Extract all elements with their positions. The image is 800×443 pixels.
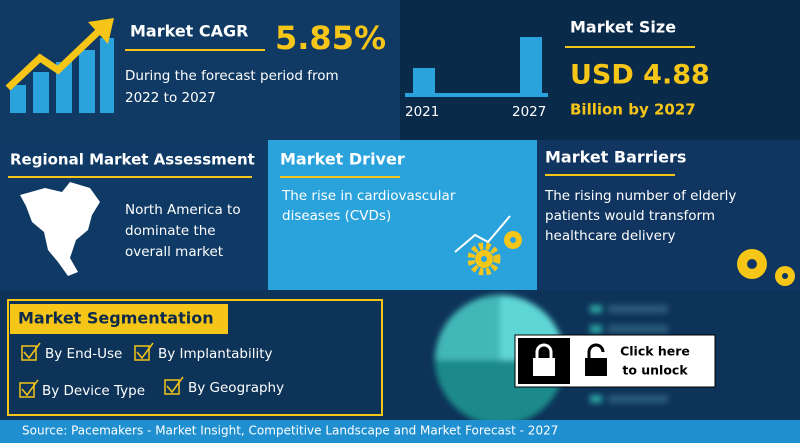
size-panel <box>400 0 800 140</box>
segment-item: By Device Type <box>42 383 145 399</box>
checkboxes <box>19 342 184 398</box>
cagr-value: 5.85% <box>275 19 386 57</box>
regional-title: Regional Market Assessment <box>10 151 255 169</box>
segment-item: By Geography <box>188 380 284 396</box>
year-label: 2027 <box>512 104 546 120</box>
segmentation-box <box>7 299 383 416</box>
barriers-text: patients would transform <box>545 208 715 224</box>
lock-icon <box>535 343 553 358</box>
source: Source: Pacemakers - Market Insight, Com… <box>22 424 558 438</box>
barriers-text: healthcare delivery <box>545 228 676 244</box>
cagr-text: During the forecast period from <box>125 68 339 84</box>
regional-text: North America to <box>125 202 241 218</box>
regional-text: dominate the <box>125 223 216 239</box>
cagr-text: 2022 to 2027 <box>125 90 216 106</box>
bar-icon <box>520 37 542 95</box>
size-title: Market Size <box>570 18 676 37</box>
segment-item: By Implantability <box>158 346 273 362</box>
barriers-text: The rising number of elderly <box>544 188 736 204</box>
driver-title: Market Driver <box>280 150 405 169</box>
unlock-text[interactable]: Click here <box>620 344 690 359</box>
segment-item: By End-Use <box>45 346 122 362</box>
unlock-icon <box>587 343 605 358</box>
size-value: USD 4.88 <box>570 60 710 91</box>
growth-icon <box>5 18 114 113</box>
driver-text: The rise in cardiovascular <box>281 188 456 204</box>
driver-text: diseases (CVDs) <box>282 208 391 224</box>
segmentation-header <box>10 304 228 334</box>
size-unit: Billion by 2027 <box>570 101 696 119</box>
regional-text: overall market <box>125 244 223 260</box>
source-bar <box>0 420 800 443</box>
bar-icon <box>413 68 435 95</box>
unlock-button[interactable]: Click here to unlock <box>514 334 716 388</box>
gear-icon <box>454 215 522 276</box>
unlock-text[interactable]: to unlock <box>622 363 688 378</box>
barriers-title: Market Barriers <box>545 148 686 167</box>
year-label: 2021 <box>405 104 439 120</box>
segmentation-title: Market Segmentation <box>18 309 214 328</box>
gear-icon <box>737 249 795 286</box>
lock-icon <box>533 358 555 376</box>
cagr-title: Market CAGR <box>130 22 248 41</box>
unlock-icon <box>585 358 607 376</box>
map-icon <box>20 182 100 276</box>
